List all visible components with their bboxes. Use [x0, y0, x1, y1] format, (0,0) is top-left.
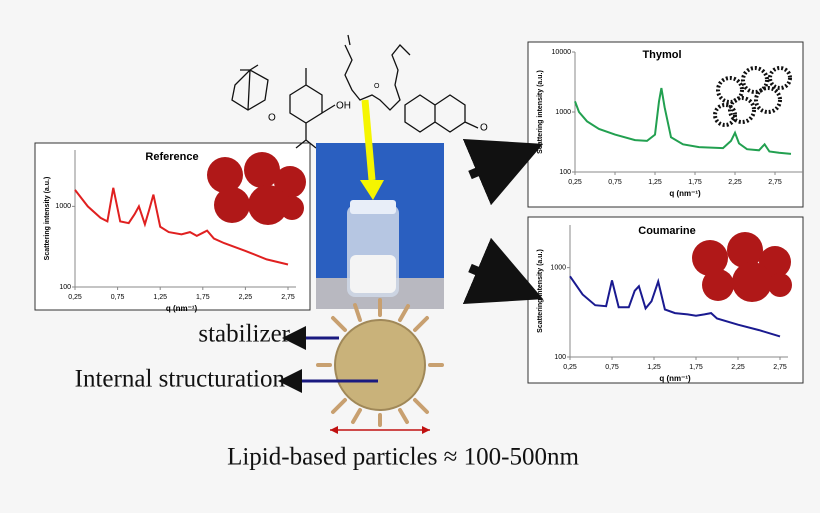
yellow-arrow-head: [360, 180, 384, 200]
chart: 100 1000 10000 0,25 0,75 1,25 1,75 2,25 2,75 Scat…: [527, 41, 804, 208]
x-tick-label: 1,75: [688, 179, 702, 186]
chart-title: Coumarine: [638, 225, 695, 237]
x-tick-label: 2,25: [239, 294, 253, 301]
y-tick-label: 1000: [555, 109, 571, 116]
y-tick-label: 100: [559, 169, 571, 176]
structuration-label: Internal structuration: [75, 366, 286, 393]
x-tick-label: 0,25: [68, 294, 82, 301]
x-tick-label: 2,75: [773, 364, 787, 371]
y-axis-label: Scattering intensity (a.u.): [537, 249, 544, 333]
x-tick-label: 1,25: [153, 294, 167, 301]
chart-title: Reference: [145, 151, 198, 163]
arrow: [462, 138, 544, 206]
x-tick-label: 1,25: [648, 179, 662, 186]
x-tick-label: 0,75: [608, 179, 622, 186]
cubic-phase-image: [207, 152, 306, 225]
chart-frame: [527, 41, 804, 208]
hexagonal-phase-image: [713, 66, 792, 127]
x-tick-label: 1,75: [196, 294, 210, 301]
stabilizer-label: stabilizer: [198, 321, 290, 348]
data-line: [569, 275, 781, 338]
x-tick-label: 0,25: [563, 364, 577, 371]
y-tick-label: 1000: [550, 264, 566, 271]
y-tick-label: 10000: [552, 49, 572, 56]
x-tick-label: 2,25: [731, 364, 745, 371]
x-tick-label: 0,75: [605, 364, 619, 371]
oxygen-label: O: [374, 83, 380, 90]
x-axis-label: q (nm⁻¹): [669, 189, 701, 198]
oxygen-label: O: [480, 123, 488, 134]
cubic-phase-image: [692, 232, 792, 302]
x-tick-label: 2,25: [728, 179, 742, 186]
x-axis-label: q (nm⁻¹): [659, 374, 691, 383]
oxygen-label: O: [268, 113, 276, 124]
yellow-arrow: [361, 99, 376, 181]
data-line: [74, 187, 289, 266]
jar-photo: [316, 143, 444, 309]
chart-title: Thymol: [642, 49, 681, 61]
chart-frame: [527, 216, 804, 384]
x-axis-label: q (nm⁻¹): [166, 304, 198, 313]
y-tick-label: 100: [59, 284, 71, 291]
molecules: [231, 34, 479, 149]
size-label: Lipid-based particles ≈ 100-500nm: [227, 444, 579, 471]
chart: 100 1000 0,25 0,75 1,25 1,75 2,25 2,75 Scatterin…: [527, 216, 804, 384]
y-tick-label: 1000: [55, 203, 71, 210]
x-tick-label: 2,75: [768, 179, 782, 186]
x-tick-label: 0,75: [111, 294, 125, 301]
x-tick-label: 0,25: [568, 179, 582, 186]
x-tick-label: 1,25: [647, 364, 661, 371]
x-tick-label: 2,75: [281, 294, 295, 301]
y-axis-label: Scattering intensity (a.u.): [537, 70, 544, 154]
arrow: [462, 237, 544, 305]
x-tick-label: 1,75: [689, 364, 703, 371]
y-tick-label: 100: [554, 354, 566, 361]
particle: [316, 298, 444, 427]
y-axis-label: Scattering intensity (a.u.): [44, 177, 51, 261]
data-line: [574, 87, 792, 155]
hydroxyl-label: OH: [336, 101, 351, 112]
